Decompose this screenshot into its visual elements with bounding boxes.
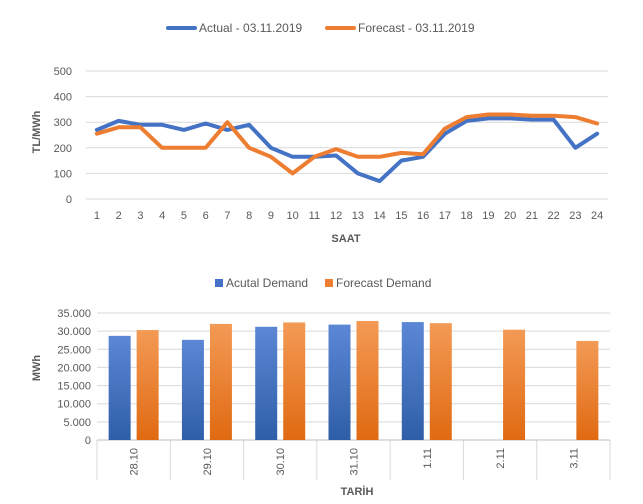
y-tick-label: 20.000 xyxy=(57,362,91,374)
line-chart-x-axis-label: SAAT xyxy=(331,233,360,245)
x-tick-label: 30.10 xyxy=(275,448,287,476)
x-tick-label: 23 xyxy=(569,210,581,222)
bar-chart-legend: Acutal Demand Forecast Demand xyxy=(215,276,431,290)
x-tick-label: 16 xyxy=(417,210,429,222)
series-line-forecast xyxy=(94,112,600,176)
x-tick-label: 22 xyxy=(548,210,560,222)
x-tick-label: 3.11 xyxy=(568,448,580,469)
x-tick-label: 9 xyxy=(268,210,274,222)
x-tick-label: 18 xyxy=(461,210,473,222)
x-tick-label: 21 xyxy=(526,210,538,222)
x-tick-label: 6 xyxy=(203,210,209,222)
legend-swatch-forecast-demand xyxy=(325,279,333,287)
x-tick-label: 8 xyxy=(246,210,252,222)
bar-chart-y-ticks: 0 5.000 10.000 15.000 20.000 25.000 30.000 35.0… xyxy=(57,308,91,447)
y-tick-label: 500 xyxy=(54,66,72,78)
series-line-actual xyxy=(94,116,600,184)
bar-actual-30-10 xyxy=(255,326,278,440)
legend-label-forecast: Forecast - 03.11.2019 xyxy=(358,21,475,35)
bar-actual-31-10 xyxy=(328,324,351,440)
y-tick-label: 200 xyxy=(54,143,72,155)
line-chart-y-axis-label: TL/MWh xyxy=(31,110,43,153)
y-tick-label: 0 xyxy=(85,435,91,447)
x-tick-label: 1.11 xyxy=(422,448,434,469)
x-tick-label: 3 xyxy=(137,210,143,222)
bar-chart-bars xyxy=(108,320,599,440)
bar-forecast-29-10 xyxy=(209,323,232,440)
bar-forecast-2-11 xyxy=(503,329,526,440)
legend-label-forecast-demand: Forecast Demand xyxy=(336,276,431,290)
y-tick-label: 25.000 xyxy=(57,344,91,356)
legend-label-actual: Actual - 03.11.2019 xyxy=(199,21,303,35)
x-tick-label: 10 xyxy=(287,210,299,222)
bar-actual-28-10 xyxy=(108,335,131,440)
y-tick-label: 10.000 xyxy=(57,399,91,411)
x-tick-label: 11 xyxy=(309,210,320,222)
bar-forecast-28-10 xyxy=(136,330,159,440)
bar-chart-x-axis-label: TARİH xyxy=(341,485,374,498)
line-chart: Actual - 03.11.2019 Forecast - 03.11.201… xyxy=(31,21,608,245)
x-tick-label: 13 xyxy=(352,210,364,222)
x-tick-label: 28.10 xyxy=(129,448,141,476)
bar-chart-y-axis-label: MWh xyxy=(31,355,43,382)
line-chart-y-ticks: 0 100 200 300 400 500 xyxy=(54,66,72,206)
y-tick-label: 15.000 xyxy=(57,381,91,393)
line-chart-gridlines xyxy=(86,70,608,200)
bar-chart-x-ticks: 28.10 29.10 30.10 31.10 1.11 2.11 3.11 xyxy=(129,448,581,476)
x-tick-label: 12 xyxy=(330,210,342,222)
x-tick-label: 17 xyxy=(439,210,451,222)
legend-swatch-actual-demand xyxy=(215,279,223,287)
y-tick-label: 400 xyxy=(54,92,72,104)
bar-forecast-3-11 xyxy=(576,340,599,440)
bar-forecast-30-10 xyxy=(283,322,306,440)
bar-actual-1-11 xyxy=(401,322,424,440)
y-tick-label: 100 xyxy=(54,168,72,180)
x-tick-label: 2.11 xyxy=(495,448,507,469)
x-tick-label: 29.10 xyxy=(202,448,214,476)
line-chart-legend: Actual - 03.11.2019 Forecast - 03.11.201… xyxy=(166,21,475,35)
x-tick-label: 20 xyxy=(504,210,516,222)
x-tick-label: 31.10 xyxy=(349,448,361,476)
legend-label-actual-demand: Acutal Demand xyxy=(226,276,308,290)
y-tick-label: 5.000 xyxy=(63,417,91,429)
x-tick-label: 19 xyxy=(482,210,494,222)
x-tick-label: 24 xyxy=(591,210,603,222)
line-chart-series xyxy=(94,112,600,184)
line-chart-x-ticks: 1 2 3 4 5 6 7 8 9 10 11 12 13 14 15 16 17 18 19 20 21 22 23 24 xyxy=(94,210,603,222)
x-tick-label: 5 xyxy=(181,210,187,222)
x-tick-label: 14 xyxy=(374,210,386,222)
x-tick-label: 15 xyxy=(395,210,407,222)
bar-actual-29-10 xyxy=(181,339,204,440)
y-tick-label: 300 xyxy=(54,117,72,129)
x-tick-label: 4 xyxy=(159,210,165,222)
y-tick-label: 35.000 xyxy=(57,308,91,320)
y-tick-label: 0 xyxy=(66,194,72,206)
bar-forecast-31-10 xyxy=(356,320,379,440)
bar-forecast-1-11 xyxy=(429,323,452,440)
y-tick-label: 30.000 xyxy=(57,326,91,338)
x-tick-label: 2 xyxy=(116,210,122,222)
x-tick-label: 7 xyxy=(224,210,230,222)
bar-chart: Acutal Demand Forecast Demand 0 5.000 10.0… xyxy=(31,276,611,498)
x-tick-label: 1 xyxy=(94,210,100,222)
